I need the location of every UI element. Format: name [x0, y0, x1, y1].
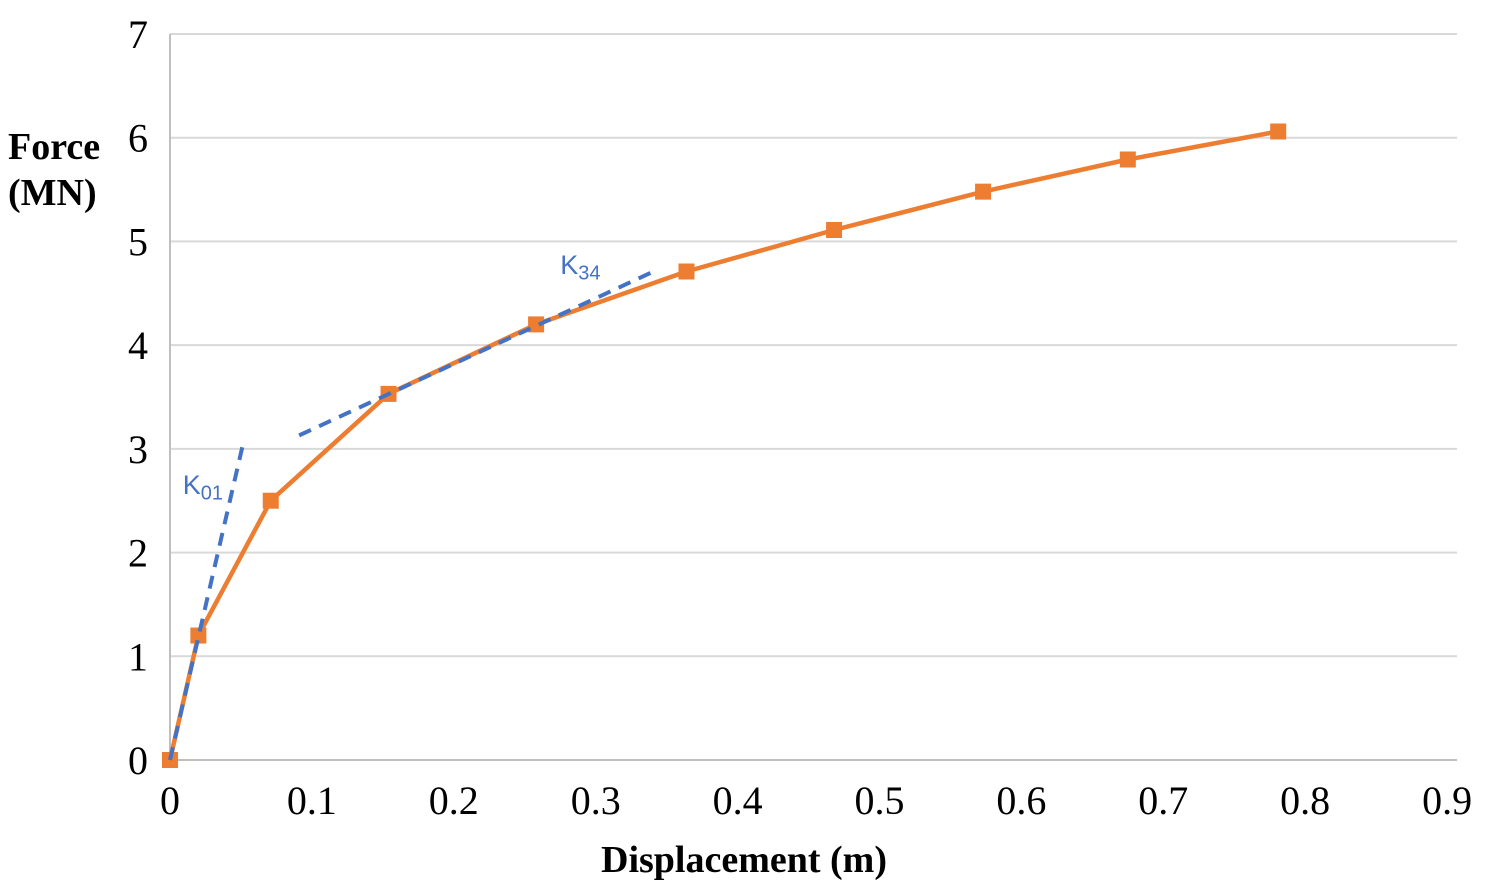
- data-point-marker: [1119, 151, 1136, 168]
- data-point-marker: [975, 183, 992, 200]
- x-tick-label: 0.3: [571, 778, 621, 823]
- y-tick-label: 2: [128, 531, 148, 576]
- x-tick-label: 0.1: [287, 778, 337, 823]
- y-tick-label: 7: [128, 12, 148, 57]
- y-tick-label: 3: [128, 427, 148, 472]
- K34-label: K34: [560, 249, 601, 285]
- y-axis-title: Force (MN): [8, 124, 100, 216]
- x-tick-label: 0: [160, 778, 180, 823]
- data-point-marker: [1270, 123, 1287, 140]
- y-tick-label: 0: [128, 738, 148, 783]
- x-tick-label: 0.4: [713, 778, 763, 823]
- y-axis-title-line1: Force: [8, 126, 101, 168]
- data-point-marker: [528, 316, 545, 333]
- x-axis-title: Displacement (m): [601, 839, 887, 881]
- data-point-marker: [826, 222, 843, 239]
- x-tick-label: 0.9: [1422, 778, 1472, 823]
- x-tick-label: 0.2: [429, 778, 479, 823]
- x-tick-label: 0.8: [1280, 778, 1330, 823]
- K01-secant: [168, 446, 245, 761]
- x-tick-label: 0.5: [854, 778, 904, 823]
- y-tick-label: 6: [128, 116, 148, 161]
- y-axis-title-line2: (MN): [8, 172, 97, 214]
- x-tick-label: 0.6: [996, 778, 1046, 823]
- y-tick-label: 1: [128, 634, 148, 679]
- y-tick-label: 4: [128, 323, 148, 368]
- x-tick-label: 0.7: [1138, 778, 1188, 823]
- data-point-marker: [262, 492, 279, 509]
- K01-label: K01: [182, 469, 223, 505]
- y-tick-label: 5: [128, 219, 148, 264]
- force-displacement-curve-line: [167, 129, 1279, 761]
- data-point-marker: [678, 263, 695, 280]
- data-point-marker: [190, 627, 207, 644]
